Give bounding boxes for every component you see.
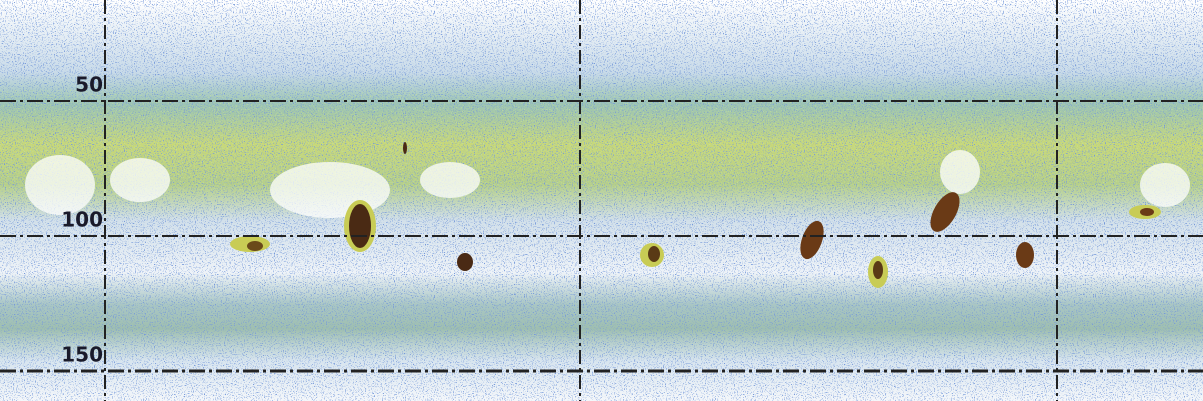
depth-label: 100: [61, 208, 103, 232]
depth-scale: 50 100 150: [0, 73, 1203, 373]
depth-label: 50: [75, 73, 103, 97]
clear-patches: [25, 150, 1190, 218]
time-markers: [104, 0, 1058, 401]
scatter-layer: [0, 90, 1203, 200]
fish-schools: [230, 142, 1161, 288]
depth-label: 150: [61, 343, 103, 367]
